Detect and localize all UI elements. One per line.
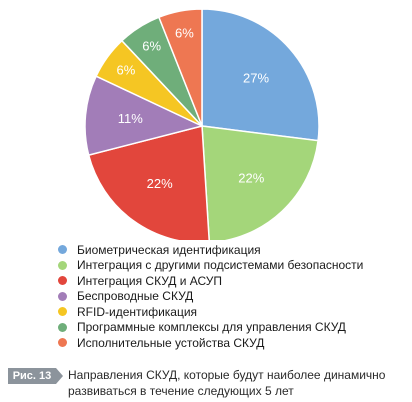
pie-slice: [201, 8, 320, 142]
legend-item: Интеграция с другими подсистемами безопа…: [58, 258, 363, 274]
slice-value-label: 6%: [142, 39, 161, 54]
legend-label: Программные комплексы для управления СКУ…: [77, 320, 346, 335]
slice-value-label: 27%: [243, 70, 269, 85]
legend-swatch-icon: [58, 322, 67, 332]
pie-chart: 27% 22% 22% 11% 6% 6% 6%: [84, 8, 320, 240]
legend-label: Интеграция с другими подсистемами безопа…: [77, 258, 364, 273]
pie-slice: [201, 125, 319, 240]
figure-caption: Рис. 13 Направления СКУД, которые будут …: [0, 365, 412, 402]
pie-slice: [157, 8, 203, 127]
legend-item: RFID-идентификация: [58, 304, 363, 320]
slice-value-label: 11%: [118, 111, 143, 126]
slice-value-label: 6%: [117, 63, 136, 78]
legend-swatch-icon: [58, 260, 67, 270]
legend-swatch-icon: [58, 338, 67, 348]
slice-value-label: 22%: [147, 176, 173, 191]
legend-item: Интеграция СКУД и АСУП: [58, 273, 363, 289]
legend-label: RFID-идентификация: [77, 304, 198, 319]
legend-swatch-icon: [58, 307, 67, 317]
slice-value-label: 22%: [238, 170, 264, 185]
figure-number-badge: Рис. 13: [8, 368, 63, 384]
pie-slice: [84, 75, 205, 157]
pie-slice: [87, 125, 210, 240]
legend-label: Биометрическая идентификация: [77, 242, 261, 257]
legend-swatch-icon: [58, 245, 67, 255]
legend-label: Исполнительные устойства СКУД: [77, 335, 265, 350]
legend-item: Исполнительные устойства СКУД: [58, 335, 363, 351]
slice-value-label: 6%: [175, 26, 194, 41]
figure-caption-text: Направления СКУД, которые будут наиболее…: [68, 368, 386, 398]
legend-item: Программные комплексы для управления СКУ…: [58, 320, 363, 336]
legend-swatch-icon: [58, 276, 67, 286]
pie-chart-svg: 27% 22% 22% 11% 6% 6% 6%: [84, 8, 320, 240]
legend-label: Беспроводные СКУД: [77, 289, 194, 304]
legend-label: Интеграция СКУД и АСУП: [77, 273, 223, 288]
chart-legend: Биометрическая идентификация Интеграция с…: [58, 242, 363, 351]
legend-item: Беспроводные СКУД: [58, 289, 363, 305]
legend-item: Биометрическая идентификация: [58, 242, 363, 258]
legend-swatch-icon: [58, 291, 67, 301]
